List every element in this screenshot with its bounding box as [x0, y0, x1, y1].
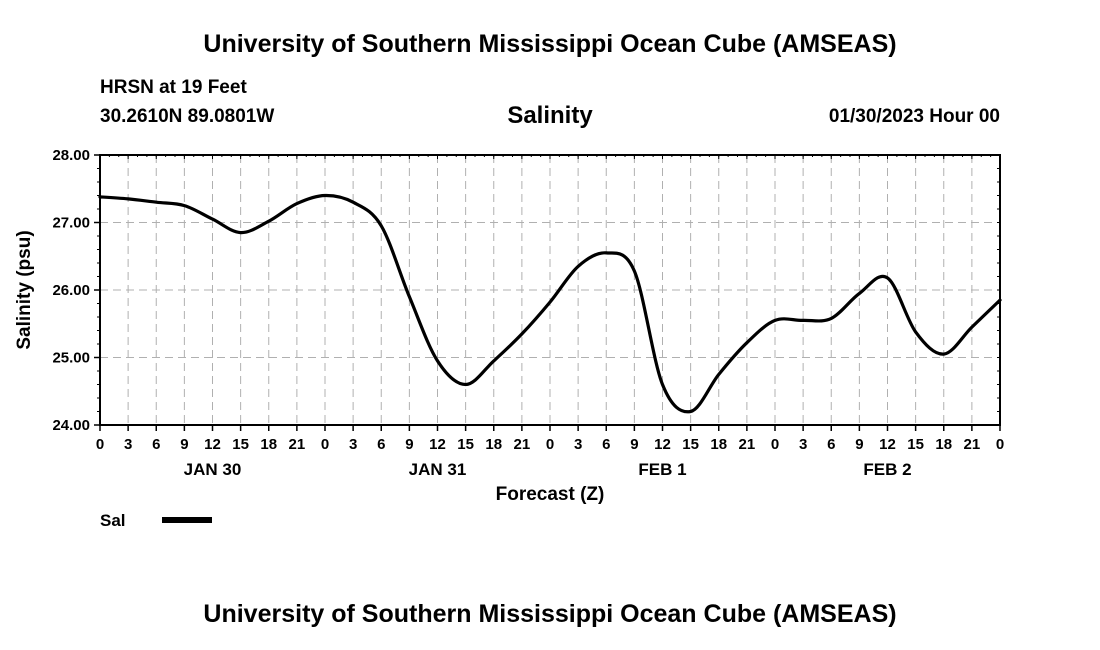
x-tick-label: 3 [799, 436, 807, 453]
x-tick-label: 0 [546, 436, 554, 453]
x-tick-label: 9 [630, 436, 638, 453]
x-tick-label: 3 [349, 436, 357, 453]
x-tick-label: 18 [710, 436, 727, 453]
chart-subtitle: Salinity [507, 102, 593, 129]
x-tick-label: 3 [574, 436, 582, 453]
y-tick-label: 28.00 [52, 147, 90, 164]
y-tick-label: 25.00 [52, 350, 90, 367]
y-tick-label: 26.00 [52, 282, 90, 299]
x-tick-label: 15 [907, 436, 924, 453]
x-tick-label: 15 [232, 436, 249, 453]
x-tick-label: 12 [429, 436, 446, 453]
x-axis-label: Forecast (Z) [496, 484, 605, 505]
series-line-sal [98, 193, 1002, 414]
day-labels: JAN 30 JAN 31 FEB 1 FEB 2 [184, 460, 912, 479]
station-label: HRSN at 19 Feet [100, 77, 247, 98]
x-tick-labels: 0 3 6 9 12 15 18 21 0 3 6 9 12 15 18 21 0 3 6 9 12 15 18 21 0 3 6 9… [96, 436, 1004, 453]
day-label: FEB 2 [863, 460, 911, 479]
x-tick-label: 9 [180, 436, 188, 453]
location-label: 30.2610N 89.0801W [100, 106, 275, 127]
y-axis-label: Salinity (psu) [14, 230, 35, 349]
x-tick-label: 18 [935, 436, 952, 453]
x-tick-label: 3 [124, 436, 132, 453]
x-tick-label: 21 [964, 436, 981, 453]
x-tick-label: 6 [827, 436, 835, 453]
x-tick-label: 0 [96, 436, 104, 453]
x-tick-label: 12 [654, 436, 671, 453]
x-tick-label: 6 [602, 436, 610, 453]
axis-ticks [94, 154, 1001, 431]
day-label: FEB 1 [638, 460, 686, 479]
x-tick-label: 6 [152, 436, 160, 453]
x-tick-label: 18 [485, 436, 502, 453]
y-tick-label: 27.00 [52, 215, 90, 232]
y-tick-label: 24.00 [52, 417, 90, 434]
legend-label-sal: Sal [100, 511, 126, 530]
day-label: JAN 30 [184, 460, 242, 479]
x-tick-label: 6 [377, 436, 385, 453]
chart-title-bottom: University of Southern Mississippi Ocean… [203, 600, 897, 628]
x-tick-label: 12 [204, 436, 221, 453]
x-tick-label: 9 [855, 436, 863, 453]
day-label: JAN 31 [409, 460, 467, 479]
y-tick-labels: 24.00 25.00 26.00 27.00 28.00 [52, 147, 90, 434]
datetime-label: 01/30/2023 Hour 00 [828, 106, 1000, 127]
x-tick-label: 0 [996, 436, 1004, 453]
x-tick-label: 0 [321, 436, 329, 453]
x-tick-label: 15 [682, 436, 699, 453]
x-tick-label: 9 [405, 436, 413, 453]
x-tick-label: 21 [289, 436, 306, 453]
x-tick-label: 15 [457, 436, 474, 453]
chart-title-top: University of Southern Mississippi Ocean… [203, 30, 897, 58]
x-tick-label: 21 [739, 436, 756, 453]
x-tick-label: 21 [514, 436, 531, 453]
x-tick-label: 0 [771, 436, 779, 453]
x-tick-label: 18 [260, 436, 277, 453]
x-tick-label: 12 [879, 436, 896, 453]
